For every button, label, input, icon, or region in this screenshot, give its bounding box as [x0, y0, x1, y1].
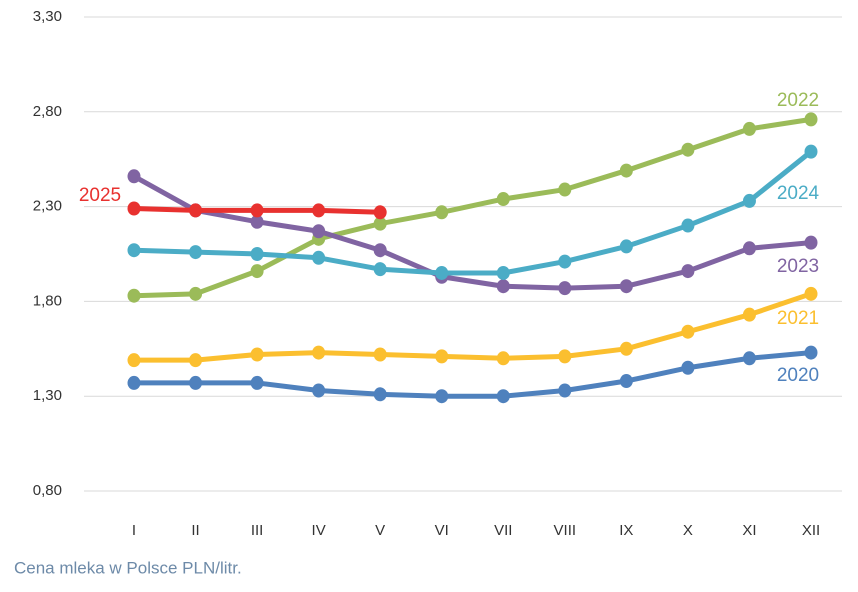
- data-point: [435, 349, 449, 364]
- data-point: [189, 353, 203, 368]
- data-point: [250, 203, 264, 218]
- data-point: [681, 324, 695, 339]
- data-point: [250, 214, 264, 229]
- data-point: [558, 383, 572, 398]
- series-line: [133, 149, 813, 276]
- data-point: [189, 203, 203, 218]
- series-label: 2025: [79, 185, 121, 206]
- data-point: [435, 389, 449, 404]
- data-point: [127, 375, 141, 390]
- data-point: [189, 286, 203, 301]
- y-tick-label: 3,30: [33, 8, 62, 25]
- data-point: [435, 265, 449, 280]
- data-point: [619, 374, 633, 389]
- series-label: 2024: [777, 183, 820, 204]
- data-point: [496, 265, 510, 280]
- data-point: [804, 235, 818, 250]
- x-tick-label: XII: [802, 522, 820, 539]
- y-tick-label: 1,30: [33, 387, 62, 404]
- x-tick-label: III: [251, 522, 264, 539]
- data-point: [250, 247, 264, 261]
- data-point: [681, 218, 695, 233]
- source-note: Cena mleka w Polsce PLN/litr.: [14, 558, 242, 577]
- data-point: [496, 351, 510, 366]
- data-point: [619, 163, 633, 178]
- data-point: [373, 216, 387, 231]
- data-point: [558, 182, 572, 197]
- data-point: [127, 288, 141, 303]
- data-point: [804, 345, 818, 360]
- y-tick-label: 2,30: [33, 198, 62, 215]
- data-point: [373, 205, 387, 220]
- data-point: [742, 307, 756, 322]
- series-label: 2021: [777, 308, 819, 329]
- x-tick-label: VIII: [554, 522, 577, 539]
- x-tick-label: V: [375, 522, 385, 539]
- data-point: [742, 351, 756, 366]
- data-point: [681, 264, 695, 279]
- data-point: [189, 375, 203, 390]
- data-point: [373, 347, 387, 362]
- data-point: [373, 243, 387, 258]
- data-point: [742, 193, 756, 208]
- series-line: [134, 291, 812, 363]
- series-line: [134, 350, 812, 399]
- data-point: [742, 241, 756, 256]
- x-tick-label: IV: [312, 522, 326, 539]
- x-tick-label: I: [132, 522, 136, 539]
- series-line: [132, 174, 812, 291]
- data-point: [558, 281, 572, 296]
- series-line: [133, 116, 812, 299]
- data-point: [619, 279, 633, 294]
- data-point: [804, 286, 818, 301]
- data-point: [127, 169, 141, 184]
- data-point: [373, 387, 387, 402]
- x-tick-label: II: [191, 522, 199, 539]
- data-point: [312, 383, 326, 398]
- x-tick-label: VII: [494, 522, 512, 539]
- data-point: [250, 347, 264, 362]
- data-point: [496, 389, 510, 404]
- data-point: [558, 254, 572, 269]
- data-point: [373, 262, 387, 277]
- data-point: [250, 264, 264, 279]
- y-tick-label: 1,80: [33, 292, 62, 309]
- data-point: [312, 224, 326, 239]
- x-tick-label: X: [683, 522, 693, 539]
- data-point: [127, 243, 141, 258]
- data-point: [496, 192, 510, 207]
- data-point: [558, 349, 572, 364]
- data-point: [312, 345, 326, 360]
- data-point: [681, 360, 695, 375]
- data-point: [435, 205, 449, 220]
- data-point: [619, 341, 633, 356]
- data-point: [127, 201, 141, 216]
- y-tick-label: 2,80: [33, 103, 62, 120]
- data-point: [619, 239, 633, 254]
- data-point: [312, 250, 326, 265]
- data-point: [742, 121, 756, 136]
- data-point: [127, 353, 141, 368]
- data-point: [496, 279, 510, 294]
- y-tick-label: 0,80: [33, 482, 62, 499]
- data-point: [189, 245, 203, 260]
- x-tick-label: IX: [619, 522, 633, 539]
- series-label: 2020: [777, 365, 819, 386]
- data-point: [681, 142, 695, 157]
- x-tick-label: XI: [742, 522, 756, 539]
- x-tick-label: VI: [435, 522, 449, 539]
- data-point: [312, 203, 326, 218]
- data-point: [804, 112, 818, 127]
- series-label: 2022: [777, 90, 819, 111]
- data-point: [250, 375, 264, 390]
- series-label: 2023: [777, 256, 819, 277]
- data-point: [804, 144, 818, 159]
